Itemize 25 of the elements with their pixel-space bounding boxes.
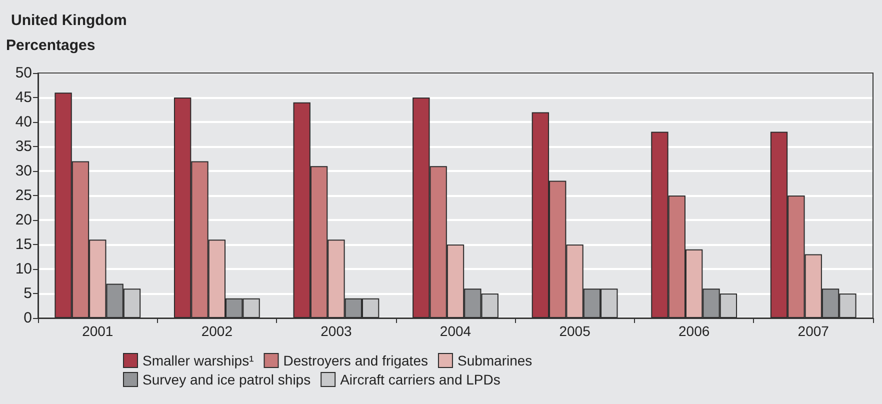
y-tick-label: 45: [15, 89, 32, 106]
y-tick-label: 50: [15, 64, 32, 82]
x-tick-label: 2004: [440, 323, 472, 339]
legend-label: Survey and ice patrol ships: [142, 372, 311, 388]
x-tick-label: 2003: [320, 323, 352, 339]
y-tick-label: 20: [15, 212, 32, 228]
chart-title: United Kingdom: [11, 12, 127, 29]
x-tick-label: 2002: [201, 323, 233, 339]
legend-label: Aircraft carriers and LPDs: [340, 372, 500, 388]
legend-label: Destroyers and frigates: [283, 352, 428, 368]
y-tick-label: 5: [24, 285, 32, 302]
y-tick-label: 40: [15, 114, 32, 130]
x-tick-label: 2001: [82, 323, 114, 339]
x-tick-label: 2006: [678, 323, 710, 339]
legend-label: Smaller warships¹: [142, 352, 254, 368]
y-tick-label: 0: [24, 310, 32, 326]
y-axis-title: Percentages: [6, 37, 96, 54]
x-tick-label: 2005: [559, 323, 591, 339]
y-tick-label: 10: [15, 260, 32, 278]
x-tick-label: 2007: [798, 323, 830, 339]
y-tick-label: 15: [15, 236, 32, 253]
legend-label: Submarines: [457, 352, 532, 368]
y-tick-label: 30: [15, 162, 32, 180]
y-tick-label: 35: [15, 138, 32, 155]
y-tick-label: 25: [15, 187, 32, 204]
